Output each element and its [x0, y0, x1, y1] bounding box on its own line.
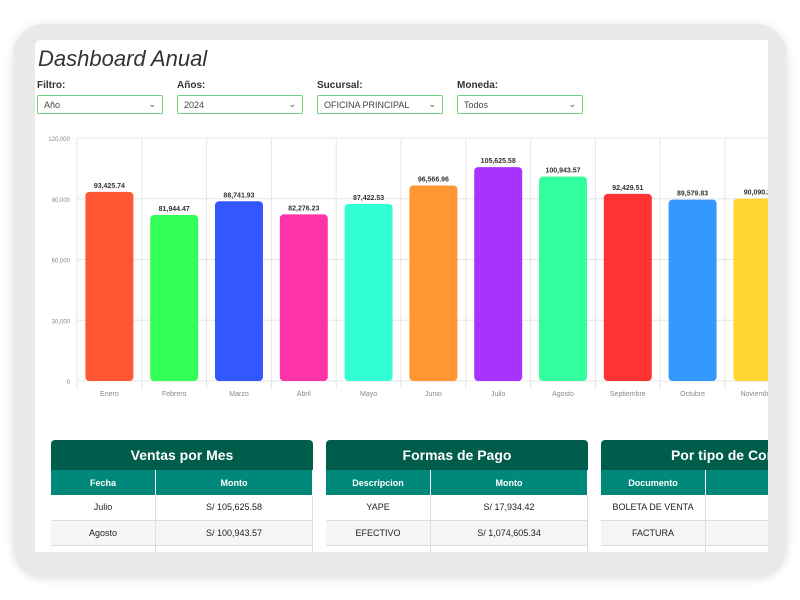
- table-title: Por tipo de Compr: [601, 440, 768, 470]
- filter-label: Sucursal:: [317, 80, 363, 91]
- select-value: Todos: [464, 100, 489, 110]
- chevron-down-icon: ⌄: [148, 99, 156, 109]
- table-cell: S/ 100,943.57: [155, 520, 313, 546]
- chevron-down-icon: ⌄: [568, 99, 576, 109]
- table-cell: FACTURA: [601, 520, 707, 546]
- column-header: Monto: [155, 470, 313, 495]
- bar: [279, 214, 328, 381]
- bar: [409, 185, 458, 381]
- data-label: 93,425.74: [94, 183, 125, 190]
- data-label: 92,429.51: [612, 185, 643, 192]
- table-cell: [705, 520, 768, 546]
- x-tick-label: Marzo: [229, 391, 249, 398]
- table-title: Ventas por Mes: [51, 440, 313, 470]
- y-tick-label: 90,000: [52, 198, 71, 204]
- select-value: Año: [44, 100, 61, 110]
- table-row: Agosto S/ 100,943.57: [51, 520, 313, 546]
- column-header: [705, 470, 768, 495]
- table-row: EFECTIVO S/ 1,074,605.34: [326, 520, 588, 546]
- x-tick-label: Mayo: [360, 391, 377, 398]
- table-row: BOLETA DE VENTA: [601, 495, 768, 521]
- filter-label: Moneda:: [457, 80, 499, 91]
- table-card: Formas de Pago Descripcion Monto YAPE S/ 17,…: [326, 440, 588, 552]
- bar: [733, 198, 768, 381]
- table-row: FACTURA: [601, 520, 768, 546]
- column-header: Fecha: [51, 470, 157, 495]
- bar: [539, 176, 587, 381]
- bar: [474, 167, 523, 381]
- x-tick-label: Septiembre: [610, 391, 646, 398]
- data-label: 89,579.83: [677, 191, 708, 198]
- table-cell: S/ 105,625.58: [155, 495, 313, 521]
- bar: [603, 193, 652, 381]
- column-header: Documento: [601, 470, 707, 495]
- bar: [668, 199, 717, 381]
- data-label: 100,943.57: [545, 168, 580, 175]
- column-header: Descripcion: [326, 470, 432, 495]
- column-header: Monto: [430, 470, 588, 495]
- data-label: 96,566.96: [418, 176, 449, 183]
- bar-chart: 0 30,000 60,000 90,000 120,000 93,425.74 Enero…: [48, 137, 768, 398]
- filter-select[interactable]: OFICINA PRINCIPAL ⌄: [317, 95, 443, 114]
- filter-select[interactable]: Todos ⌄: [457, 95, 583, 114]
- bar: [85, 191, 134, 381]
- table-cell: EFECTIVO: [326, 520, 432, 546]
- y-tick-label: 60,000: [52, 259, 71, 265]
- bar: [344, 203, 393, 381]
- table-cell: Agosto: [51, 520, 157, 546]
- x-tick-label: Febrero: [162, 391, 187, 398]
- data-label: 88,741.93: [223, 192, 254, 199]
- data-label: 87,422.53: [353, 195, 384, 202]
- data-label: 82,276.23: [288, 205, 319, 212]
- chevron-down-icon: ⌄: [288, 99, 296, 109]
- table-card: Por tipo de ComprDocumentoBOLETA DE VENT…: [601, 440, 768, 552]
- table-cell: [705, 495, 768, 521]
- x-tick-label: Octubre: [680, 391, 705, 398]
- table-title: Formas de Pago: [326, 440, 588, 470]
- x-tick-label: Noviembre: [740, 391, 768, 398]
- x-tick-label: Julio: [491, 391, 506, 398]
- data-label: 81,944.47: [159, 206, 190, 213]
- filter-label: Años:: [177, 80, 206, 91]
- y-tick-label: 30,000: [52, 319, 71, 325]
- x-tick-label: Abril: [297, 391, 311, 398]
- x-tick-label: Agosto: [552, 391, 574, 398]
- chevron-down-icon: ⌄: [428, 99, 436, 109]
- table-row: YAPE S/ 17,934.42: [326, 495, 588, 521]
- x-tick-label: Enero: [100, 391, 119, 398]
- y-tick-label: 120,000: [48, 137, 70, 143]
- table-cell: S/ 17,934.42: [430, 495, 588, 521]
- page-title: Dashboard Anual: [38, 46, 208, 71]
- x-tick-label: Junio: [425, 391, 442, 398]
- table-cell: S/ 1,074,605.34: [430, 520, 588, 546]
- dashboard-screen: Dashboard Anual Filtro: Año ⌄ Años: 2024 ⌄ S…: [35, 40, 768, 552]
- filter-select[interactable]: 2024 ⌄: [177, 95, 303, 114]
- filter-select[interactable]: Año ⌄: [37, 95, 163, 114]
- select-value: OFICINA PRINCIPAL: [324, 100, 410, 110]
- bar: [215, 201, 263, 381]
- data-label: 105,625.58: [481, 158, 516, 165]
- table-cell: BOLETA DE VENTA: [601, 495, 707, 521]
- select-value: 2024: [184, 100, 205, 110]
- y-tick-label: 0: [67, 380, 71, 386]
- filter-label: Filtro:: [37, 80, 66, 91]
- table-card: Ventas por Mes Fecha Monto Julio S/ 105,625.…: [51, 440, 313, 552]
- table-cell: Julio: [51, 495, 157, 521]
- table-cell: YAPE: [326, 495, 432, 521]
- bar: [150, 215, 199, 381]
- table-row: Julio S/ 105,625.58: [51, 495, 313, 521]
- data-label: 90,090.2: [744, 190, 768, 197]
